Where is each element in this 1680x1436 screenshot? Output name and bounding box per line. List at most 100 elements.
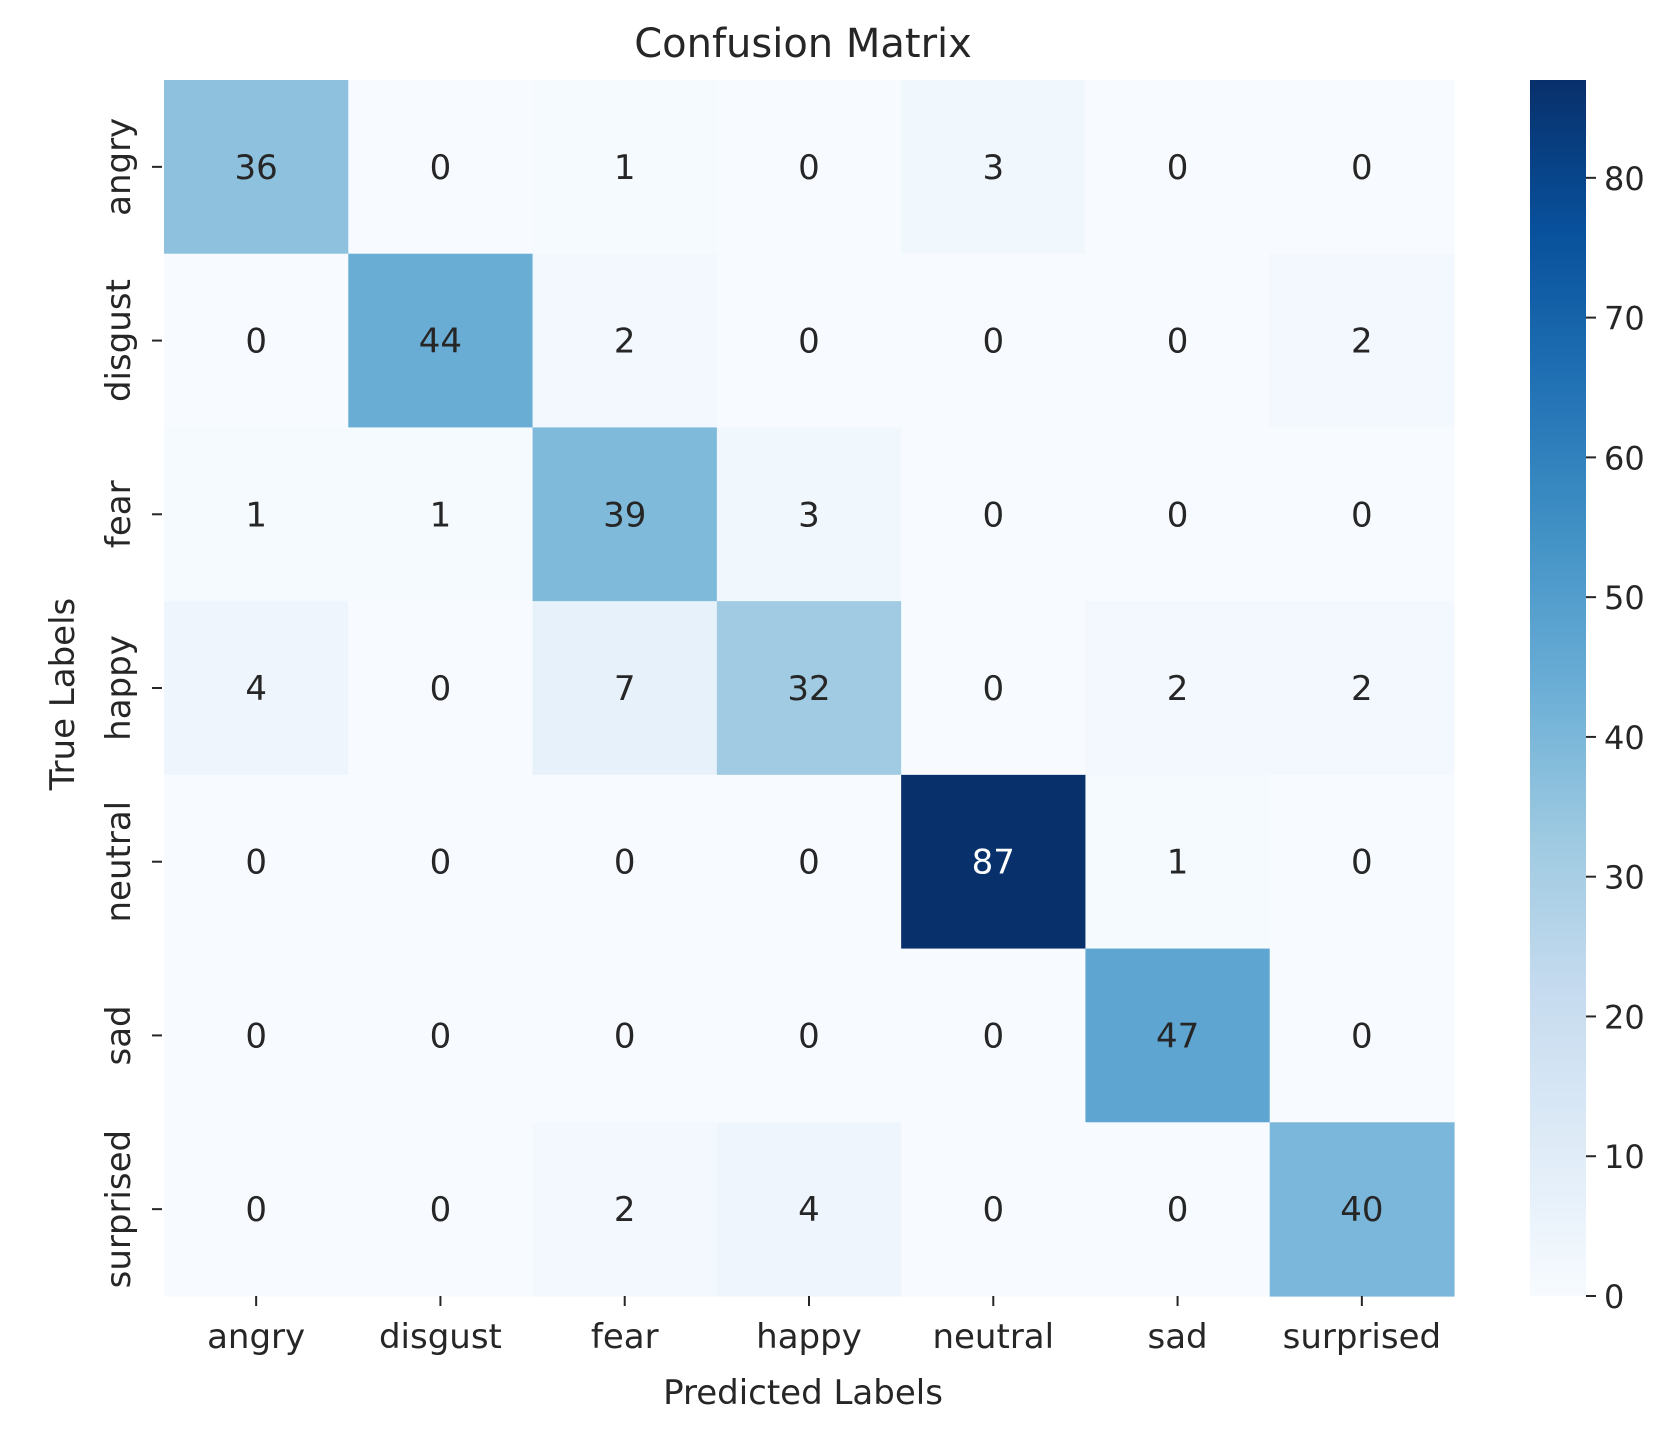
heatmap-cell-neutral-fear — [532, 774, 718, 950]
cell-value-neutral-disgust: 0 — [430, 843, 452, 883]
heatmap-cell-disgust-surprised — [1269, 253, 1455, 429]
cell-value-disgust-disgust: 44 — [419, 322, 462, 362]
cell-value-sad-neutral: 0 — [982, 1016, 1004, 1056]
x-tick-label-neutral: neutral — [932, 1317, 1054, 1357]
cell-value-surprised-sad: 0 — [1167, 1190, 1189, 1230]
x-tick-label-angry: angry — [207, 1317, 305, 1357]
colorbar-tick-label-40: 40 — [1604, 719, 1645, 757]
heatmap-cell-happy-sad — [1085, 601, 1271, 776]
colorbar — [1530, 80, 1586, 1296]
cell-value-fear-fear: 39 — [603, 495, 646, 535]
cell-value-happy-happy: 32 — [787, 669, 830, 709]
heatmap-cell-angry-disgust — [348, 80, 534, 255]
x-axis-label: Predicted Labels — [663, 1373, 943, 1413]
heatmap-cell-disgust-sad — [1085, 253, 1271, 429]
colorbar-tick-label-60: 60 — [1604, 439, 1645, 477]
cell-annotations: 36 0 1 0 3 0 00 44 2 0 0 0 21 1 39 3 0 0 04 0 7 32 0 2 20 0 0 0 87 1 0… — [235, 148, 1384, 1230]
heatmap-cell-sad-fear — [532, 948, 718, 1123]
cell-value-disgust-surprised: 2 — [1351, 322, 1373, 362]
heatmap-cell-sad-sad — [1085, 948, 1271, 1123]
heatmap-cell-fear-happy — [716, 427, 902, 602]
heatmap-cell-fear-neutral — [901, 427, 1087, 602]
cell-value-happy-neutral: 0 — [982, 669, 1004, 709]
chart-title: Confusion Matrix — [634, 21, 972, 67]
cell-value-surprised-disgust: 0 — [430, 1190, 452, 1230]
cell-value-surprised-fear: 2 — [614, 1190, 636, 1230]
heatmap-cell-surprised-happy — [716, 1122, 902, 1297]
heatmap-cell-disgust-happy — [716, 253, 902, 429]
heatmap-cell-happy-happy — [716, 601, 902, 776]
heatmap-cell-surprised-sad — [1085, 1122, 1271, 1297]
y-tick-label-fear: fear — [99, 480, 139, 548]
heatmap-cell-surprised-disgust — [348, 1122, 534, 1297]
heatmap-cell-fear-disgust — [348, 427, 534, 602]
cell-value-fear-angry: 1 — [245, 495, 267, 535]
cell-value-fear-happy: 3 — [798, 495, 820, 535]
heatmap-cell-neutral-surprised — [1269, 774, 1455, 950]
heatmap-cell-fear-surprised — [1269, 427, 1455, 602]
y-tick-label-angry: angry — [99, 118, 139, 216]
heatmap-cell-angry-angry — [164, 80, 349, 255]
heatmap-cell-neutral-happy — [716, 774, 902, 950]
heatmap-cell-fear-fear — [532, 427, 718, 602]
cell-value-neutral-fear: 0 — [614, 843, 636, 883]
cell-value-angry-fear: 1 — [614, 148, 636, 188]
heatmap-cell-happy-fear — [532, 601, 718, 776]
heatmap-cell-surprised-angry — [164, 1122, 349, 1297]
cell-value-disgust-happy: 0 — [798, 322, 820, 362]
cell-value-neutral-sad: 1 — [1167, 843, 1189, 883]
colorbar-ticks: 0 10 20 30 40 50 60 70 80 — [1586, 160, 1645, 1316]
cell-value-sad-sad: 47 — [1156, 1016, 1199, 1056]
x-tick-label-fear: fear — [591, 1317, 659, 1357]
heatmap-cells — [164, 80, 1455, 1297]
x-axis: angry disgust fear happy neutral sad surprised — [207, 1295, 1441, 1357]
heatmap-cell-fear-angry — [164, 427, 349, 602]
y-tick-label-happy: happy — [99, 635, 139, 741]
heatmap-cell-sad-surprised — [1269, 948, 1455, 1123]
cell-value-angry-happy: 0 — [798, 148, 820, 188]
cell-value-sad-happy: 0 — [798, 1016, 820, 1056]
x-tick-label-happy: happy — [756, 1317, 862, 1357]
heatmap-cell-sad-angry — [164, 948, 349, 1123]
heatmap-cell-surprised-surprised — [1269, 1122, 1455, 1297]
y-tick-label-surprised: surprised — [99, 1130, 139, 1288]
heatmap-cell-angry-sad — [1085, 80, 1271, 255]
cell-value-happy-surprised: 2 — [1351, 669, 1373, 709]
heatmap-cell-sad-neutral — [901, 948, 1087, 1123]
cell-value-angry-sad: 0 — [1167, 148, 1189, 188]
cell-value-angry-neutral: 3 — [982, 148, 1004, 188]
x-tick-label-surprised: surprised — [1283, 1317, 1441, 1357]
heatmap-cell-disgust-neutral — [901, 253, 1087, 429]
cell-value-surprised-angry: 0 — [245, 1190, 267, 1230]
cell-value-fear-neutral: 0 — [982, 495, 1004, 535]
cell-value-happy-angry: 4 — [245, 669, 267, 709]
cell-value-surprised-neutral: 0 — [982, 1190, 1004, 1230]
cell-value-fear-disgust: 1 — [430, 495, 452, 535]
cell-value-happy-disgust: 0 — [430, 669, 452, 709]
heatmap-cell-happy-surprised — [1269, 601, 1455, 776]
colorbar-tick-label-10: 10 — [1604, 1138, 1645, 1176]
heatmap-cell-neutral-angry — [164, 774, 349, 950]
heatmap-cell-angry-surprised — [1269, 80, 1455, 255]
heatmap-cell-angry-happy — [716, 80, 902, 255]
y-tick-label-disgust: disgust — [99, 279, 139, 402]
cell-value-fear-surprised: 0 — [1351, 495, 1373, 535]
cell-value-neutral-angry: 0 — [245, 843, 267, 883]
heatmap-cell-angry-neutral — [901, 80, 1087, 255]
heatmap-cell-fear-sad — [1085, 427, 1271, 602]
y-axis-label: True Labels — [43, 598, 83, 791]
heatmap-cell-happy-angry — [164, 601, 349, 776]
cell-value-happy-fear: 7 — [614, 669, 636, 709]
cell-value-surprised-surprised: 40 — [1340, 1190, 1383, 1230]
heatmap-cell-happy-disgust — [348, 601, 534, 776]
cell-value-disgust-neutral: 0 — [982, 322, 1004, 362]
cell-value-fear-sad: 0 — [1167, 495, 1189, 535]
x-tick-label-disgust: disgust — [379, 1317, 502, 1357]
heatmap-cell-sad-happy — [716, 948, 902, 1123]
colorbar-tick-label-80: 80 — [1604, 160, 1645, 198]
colorbar-tick-label-30: 30 — [1604, 859, 1645, 897]
heatmap-cell-neutral-neutral — [901, 774, 1087, 950]
cell-value-sad-angry: 0 — [245, 1016, 267, 1056]
